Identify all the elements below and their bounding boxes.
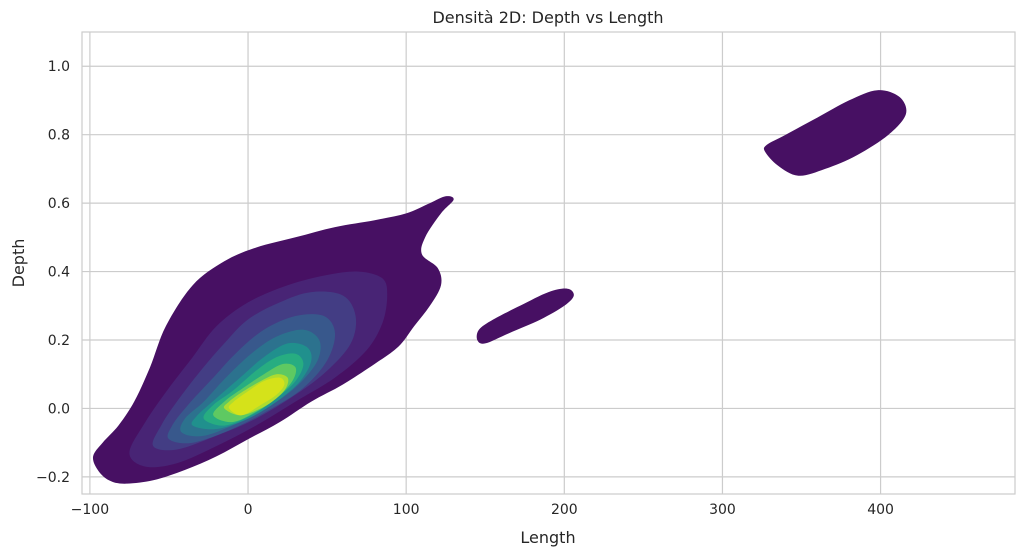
- contour-upper-right-level-1: [763, 90, 907, 176]
- y-tick-label: 1.0: [48, 59, 70, 75]
- y-tick-label: 0.2: [48, 333, 70, 349]
- x-tick-label: 0: [244, 502, 253, 518]
- y-tick-label: 0.0: [48, 401, 70, 417]
- x-tick-label: −100: [71, 502, 109, 518]
- chart-title: Densità 2D: Depth vs Length: [432, 8, 663, 27]
- contour-middle-level-1: [476, 288, 574, 344]
- x-tick-label: 300: [709, 502, 736, 518]
- y-tick-label: −0.2: [36, 470, 70, 486]
- y-tick-label: 0.4: [48, 265, 70, 281]
- y-tick-label: 0.8: [48, 128, 70, 144]
- y-tick-label: 0.6: [48, 196, 70, 212]
- x-axis-label: Length: [520, 528, 575, 547]
- y-tick-labels: −0.2 0.0 0.2 0.4 0.6 0.8 1.0: [36, 59, 70, 486]
- x-tick-label: 100: [393, 502, 420, 518]
- plot-frame: [81, 31, 1016, 495]
- density-contours: [92, 90, 907, 484]
- x-tick-labels: −100 0 100 200 300 400: [71, 502, 894, 518]
- contour-main-level-10: [228, 377, 285, 416]
- x-tick-label: 200: [551, 502, 578, 518]
- y-axis-label: Depth: [9, 239, 28, 288]
- x-tick-label: 400: [867, 502, 894, 518]
